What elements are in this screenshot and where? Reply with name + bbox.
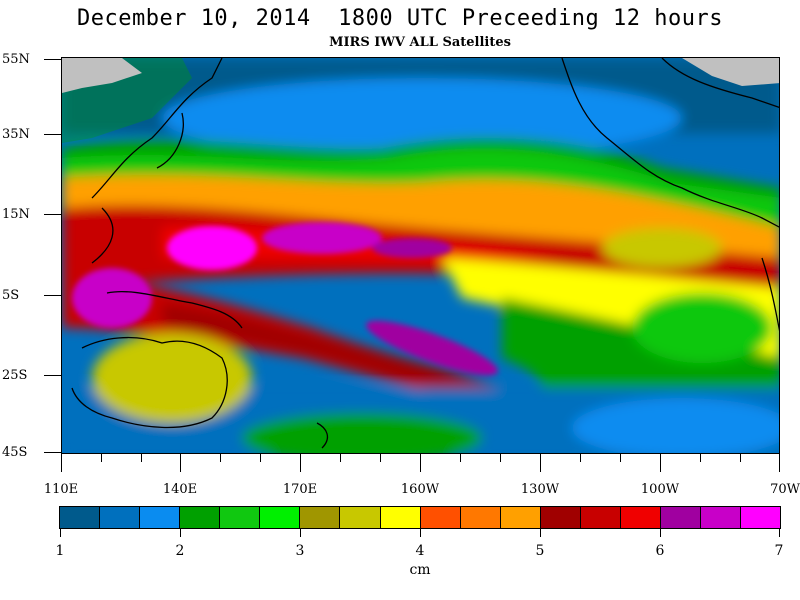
lat-tick xyxy=(44,134,61,135)
colorbar-tick xyxy=(540,529,541,537)
map-canvas xyxy=(62,58,779,453)
colorbar-swatch xyxy=(300,507,341,528)
lat-tick xyxy=(44,214,61,215)
lon-label-110e: 110E xyxy=(43,482,79,497)
lat-label-45s: 45S xyxy=(2,445,28,460)
colorbar-swatch xyxy=(460,507,501,528)
lon-label-170e: 170E xyxy=(282,482,318,497)
lon-tick-minor xyxy=(700,454,701,462)
lon-tick-minor xyxy=(340,454,341,462)
lon-tick xyxy=(180,454,181,472)
lon-tick xyxy=(420,454,421,472)
lon-tick-minor xyxy=(101,454,102,462)
colorbar-tick xyxy=(60,529,61,537)
lon-tick-minor xyxy=(620,454,621,462)
lat-tick xyxy=(44,375,61,376)
lon-tick-minor xyxy=(460,454,461,462)
colorbar xyxy=(59,506,781,529)
colorbar-swatch xyxy=(500,507,541,528)
moist-cores xyxy=(72,222,498,376)
colorbar-tick xyxy=(779,529,780,537)
lon-tick xyxy=(540,454,541,472)
colorbar-swatch xyxy=(660,507,701,528)
lat-label-25s: 25S xyxy=(2,368,28,383)
lat-label-5s: 5S xyxy=(2,288,20,303)
lat-tick xyxy=(44,452,61,453)
lon-tick-minor xyxy=(260,454,261,462)
colorbar-label-1: 1 xyxy=(55,543,65,559)
colorbar-swatch xyxy=(100,507,141,528)
colorbar-swatch xyxy=(420,507,461,528)
colorbar-label-2: 2 xyxy=(175,543,185,559)
colorbar-swatch xyxy=(741,507,781,528)
colorbar-tick xyxy=(180,529,181,537)
lon-tick xyxy=(779,454,780,472)
lon-tick-minor xyxy=(380,454,381,462)
colorbar-label-6: 6 xyxy=(655,543,665,559)
colorbar-swatch xyxy=(701,507,742,528)
lon-tick xyxy=(300,454,301,472)
lon-tick-minor xyxy=(141,454,142,462)
land-gray-ne xyxy=(682,58,779,86)
lon-tick-minor xyxy=(220,454,221,462)
colorbar-label-4: 4 xyxy=(415,543,425,559)
colorbar-label-3: 3 xyxy=(295,543,305,559)
colorbar-tick xyxy=(300,529,301,537)
colorbar-unit: cm xyxy=(409,562,431,578)
colorbar-swatch xyxy=(380,507,421,528)
colorbar-tick xyxy=(420,529,421,537)
colorbar-swatch xyxy=(620,507,661,528)
lon-tick-minor xyxy=(500,454,501,462)
lon-label-160w: 160W xyxy=(400,482,440,497)
colorbar-swatch xyxy=(260,507,301,528)
lon-label-70w: 70W xyxy=(770,482,800,497)
colorbar-swatch xyxy=(180,507,221,528)
coastlines xyxy=(71,58,779,449)
lat-label-35n: 35N xyxy=(2,127,30,142)
lon-tick xyxy=(660,454,661,472)
lat-tick xyxy=(44,295,61,296)
lon-tick-minor xyxy=(580,454,581,462)
colorbar-swatch xyxy=(220,507,261,528)
water-vapor-map xyxy=(61,57,780,454)
colorbar-swatch xyxy=(60,507,101,528)
colorbar-swatch xyxy=(340,507,381,528)
lon-tick-minor xyxy=(740,454,741,462)
lat-label-55n: 55N xyxy=(2,52,30,67)
colorbar-label-5: 5 xyxy=(535,543,545,559)
lon-tick xyxy=(61,454,62,472)
lon-label-130w: 130W xyxy=(520,482,560,497)
map-title: December 10, 2014 1800 UTC Preceeding 12… xyxy=(76,6,724,31)
colorbar-tick xyxy=(660,529,661,537)
colorbar-swatch xyxy=(580,507,621,528)
lat-tick xyxy=(44,59,61,60)
map-subtitle: MIRS IWV ALL Satellites xyxy=(329,35,511,50)
lat-label-15n: 15N xyxy=(2,207,30,222)
lon-label-100w: 100W xyxy=(640,482,680,497)
lon-label-140e: 140E xyxy=(162,482,198,497)
colorbar-swatch xyxy=(140,507,181,528)
colorbar-label-7: 7 xyxy=(774,543,784,559)
land-gray-nw xyxy=(62,58,142,93)
colorbar-swatch xyxy=(540,507,581,528)
